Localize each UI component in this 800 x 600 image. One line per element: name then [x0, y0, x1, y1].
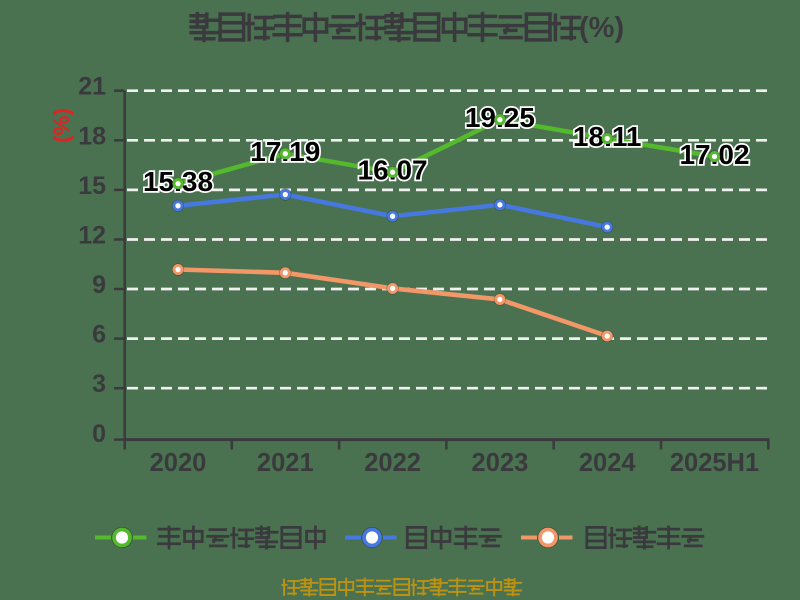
- svg-text:2020: 2020: [150, 449, 207, 477]
- svg-text:21: 21: [78, 73, 106, 101]
- svg-text:(%): (%): [579, 12, 624, 44]
- svg-text:2023: 2023: [472, 449, 529, 477]
- svg-text:18: 18: [78, 122, 106, 150]
- svg-text:(%): (%): [49, 108, 74, 143]
- svg-text:6: 6: [92, 321, 106, 349]
- svg-text:18.11: 18.11: [573, 121, 642, 152]
- svg-text:9: 9: [92, 271, 106, 299]
- svg-text:2021: 2021: [257, 449, 314, 477]
- svg-text:15: 15: [78, 172, 106, 200]
- svg-text:0: 0: [92, 420, 106, 448]
- svg-text:3: 3: [92, 370, 106, 398]
- svg-text:2025H1: 2025H1: [670, 449, 759, 477]
- svg-text:2024: 2024: [579, 449, 637, 477]
- svg-text:2022: 2022: [364, 449, 421, 477]
- svg-text:12: 12: [78, 222, 106, 250]
